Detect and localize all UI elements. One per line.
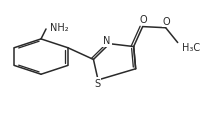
Text: NH₂: NH₂ (50, 23, 68, 33)
Text: H₃C: H₃C (182, 42, 200, 52)
Text: N: N (103, 36, 111, 46)
Text: O: O (140, 15, 147, 25)
Text: O: O (163, 16, 171, 26)
Text: S: S (94, 79, 100, 89)
